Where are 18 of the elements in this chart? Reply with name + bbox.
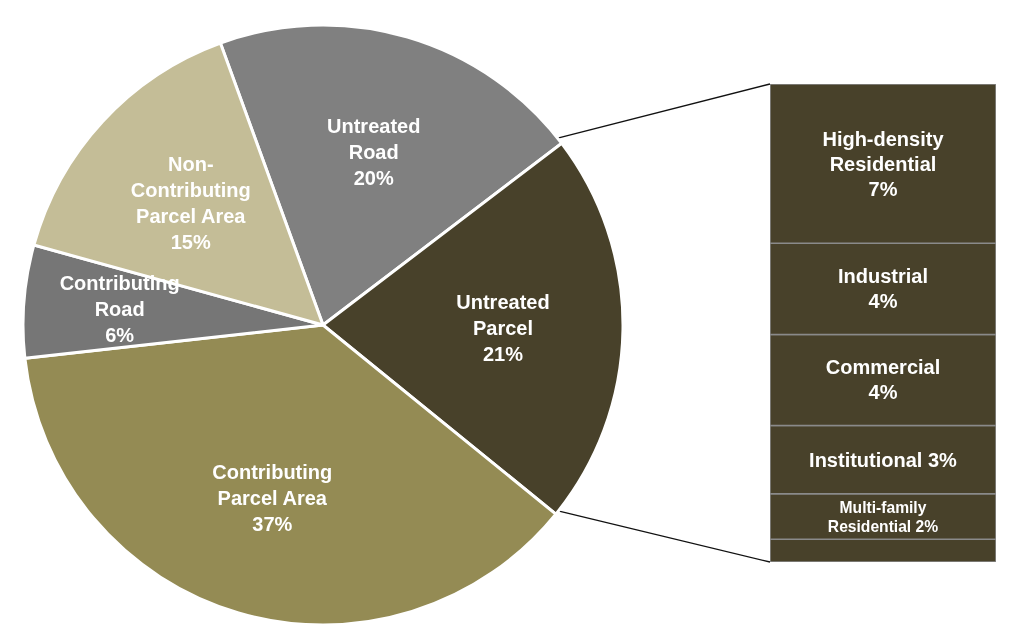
data-label: 37% [252,512,293,535]
slice-label: Contributing Parcel Area [212,460,333,509]
data-label: 4% [868,381,898,404]
slice-label: Untreated Parcel [456,290,550,339]
slice-label: Untreated Road [327,115,421,164]
series-label: High-density Residential [822,127,945,175]
text: Multi-family Residential 2% [827,498,939,535]
series-label: Industrial [837,265,929,288]
data-label: 20% [353,167,394,190]
series-label: Commercial [825,356,941,379]
slice-label: Contributing Road [59,271,180,320]
data-label: 4% [868,290,898,313]
slice-label: Non-Contributing Parcel Area [130,152,251,227]
data-label: 6% [105,323,135,346]
data-label: 7% [868,177,898,200]
data-label: 15% [170,230,211,253]
data-label: 21% [482,342,524,365]
text: Institutional 3% [809,448,957,471]
